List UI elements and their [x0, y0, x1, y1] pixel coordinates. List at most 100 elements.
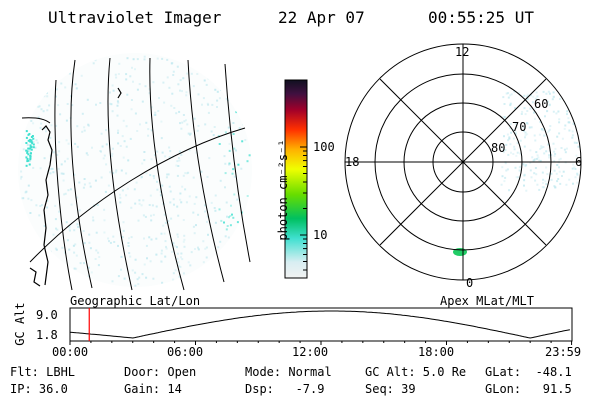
- geo-speckle-pixel: [166, 76, 169, 79]
- polar-speckle-pixel: [535, 173, 538, 176]
- geo-speckle-pixel: [179, 198, 182, 201]
- geo-speckle-pixel: [64, 192, 67, 195]
- geo-speckle-pixel: [32, 58, 35, 61]
- geo-speckle-pixel: [179, 89, 181, 92]
- geo-speckle-pixel: [232, 262, 234, 265]
- geo-speckle-pixel: [92, 219, 95, 222]
- status-glat: GLat: -48.1: [485, 365, 572, 379]
- geo-speckle-pixel: [32, 140, 35, 143]
- polar-speckle-pixel: [552, 142, 555, 145]
- geo-speckle-pixel: [232, 60, 235, 63]
- geo-speckle-pixel: [98, 256, 101, 258]
- polar-speckle-pixel: [577, 145, 580, 148]
- geo-speckle-pixel: [51, 261, 54, 264]
- geo-speckle-pixel: [55, 73, 58, 76]
- geo-speckle-pixel: [27, 184, 30, 187]
- geo-speckle-pixel: [245, 71, 248, 73]
- altitude-xtick-1200: 12:00: [292, 345, 329, 359]
- polar-speckle-pixel: [541, 128, 544, 131]
- geo-speckle-pixel: [232, 237, 235, 240]
- polar-speckle-pixel: [552, 96, 555, 99]
- geo-speckle-pixel: [236, 221, 239, 224]
- geo-speckle-pixel: [115, 169, 118, 172]
- geo-speckle-pixel: [29, 212, 32, 214]
- polar-speckle-pixel: [546, 110, 549, 113]
- geo-speckle-pixel: [224, 162, 227, 165]
- geo-speckle-pixel: [204, 247, 207, 250]
- polar-speckle-pixel: [518, 166, 521, 169]
- geo-speckle-pixel: [244, 107, 247, 110]
- geo-speckle-pixel: [122, 119, 125, 122]
- geo-speckle-pixel: [20, 271, 22, 274]
- geo-speckle-pixel: [43, 65, 45, 68]
- geo-speckle-pixel: [35, 73, 38, 76]
- geo-speckle-pixel: [116, 100, 119, 103]
- geo-speckle-pixel: [162, 81, 165, 84]
- geo-speckle-pixel: [164, 255, 167, 258]
- polar-speckle-pixel: [575, 119, 578, 122]
- geo-speckle-pixel: [111, 110, 114, 113]
- geo-speckle-pixel: [235, 149, 237, 152]
- geo-speckle-pixel: [84, 277, 87, 280]
- geo-speckle-pixel: [245, 253, 248, 256]
- geo-speckle-pixel: [171, 92, 174, 95]
- geo-speckle-pixel: [38, 80, 41, 83]
- polar-speckle-pixel: [558, 170, 561, 173]
- geo-speckle-pixel: [175, 112, 178, 115]
- geo-speckle-pixel: [96, 204, 99, 206]
- geo-speckle-pixel: [154, 113, 157, 116]
- geo-speckle-pixel: [34, 265, 36, 268]
- geo-speckle-pixel: [248, 154, 251, 157]
- geo-speckle-pixel: [27, 147, 30, 150]
- polar-speckle-pixel: [552, 91, 555, 94]
- geo-speckle-pixel: [172, 198, 175, 201]
- geo-speckle-pixel: [30, 148, 33, 151]
- geo-speckle-pixel: [57, 104, 60, 107]
- polar-speckle-pixel: [555, 172, 558, 175]
- polar-speckle-pixel: [576, 181, 578, 184]
- geo-speckle-pixel: [177, 235, 179, 238]
- geo-speckle-pixel: [87, 266, 90, 269]
- geo-speckle-pixel: [25, 130, 28, 133]
- polar-speckle-pixel: [523, 184, 525, 187]
- geo-speckle-pixel: [108, 240, 110, 243]
- polar-speckle-pixel: [565, 183, 568, 186]
- geo-speckle-pixel: [134, 202, 137, 205]
- geo-speckle-pixel: [180, 154, 183, 156]
- geo-speckle-pixel: [76, 145, 79, 148]
- geo-speckle-pixel: [142, 199, 145, 202]
- geo-speckle-pixel: [193, 202, 196, 205]
- geo-speckle-pixel: [130, 108, 133, 111]
- polar-speckle-pixel: [513, 90, 516, 93]
- geo-speckle-pixel: [179, 79, 182, 82]
- polar-speckle-pixel: [576, 172, 579, 175]
- geo-speckle-pixel: [246, 98, 249, 101]
- geo-speckle-pixel: [66, 157, 69, 160]
- geo-speckle-pixel: [89, 185, 92, 188]
- geo-speckle-pixel: [55, 289, 57, 291]
- geo-speckle-pixel: [39, 80, 42, 83]
- geo-speckle-pixel: [180, 252, 183, 255]
- geo-speckle-pixel: [181, 185, 184, 188]
- geo-speckle-pixel: [176, 246, 178, 249]
- polar-speckle-pixel: [526, 98, 529, 101]
- polar-speckle-pixel: [568, 178, 571, 181]
- geo-speckle-pixel: [204, 210, 207, 213]
- geo-speckle-pixel: [99, 150, 102, 152]
- geo-speckle-pixel: [226, 248, 229, 251]
- geo-speckle-pixel: [207, 111, 210, 114]
- geo-speckle-pixel: [30, 249, 33, 252]
- geo-speckle-pixel: [26, 143, 29, 146]
- polar-speckle-pixel: [551, 98, 554, 101]
- geo-speckle-pixel: [73, 173, 76, 176]
- geo-speckle-pixel: [233, 59, 236, 62]
- geo-speckle-pixel: [228, 90, 231, 92]
- geo-speckle-pixel: [242, 123, 245, 126]
- geo-speckle-pixel: [81, 130, 84, 133]
- polar-speckle-pixel: [554, 186, 557, 189]
- geo-speckle-pixel: [205, 246, 208, 249]
- polar-speckle-pixel: [534, 139, 537, 142]
- geo-speckle-pixel: [138, 276, 141, 279]
- geo-speckle-pixel: [97, 264, 100, 267]
- geo-speckle-pixel: [214, 194, 217, 197]
